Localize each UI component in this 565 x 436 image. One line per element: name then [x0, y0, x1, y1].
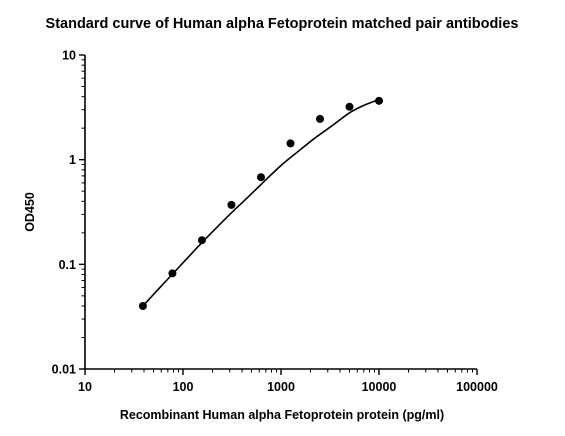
x-tick-label: 100	[173, 380, 194, 394]
data-point	[375, 96, 383, 105]
data-point	[138, 301, 147, 310]
chart-title: Standard curve of Human alpha Fetoprotei…	[46, 16, 519, 32]
data-point	[315, 114, 324, 123]
curve-layer	[142, 98, 380, 307]
axes: 10 100 1000 10000 100000 0.01 0.1 1 10	[52, 49, 498, 395]
x-tick-label: 1000	[267, 380, 295, 394]
x-tick-label: 10	[78, 380, 92, 394]
data-point	[345, 102, 354, 111]
x-axis-label: Recombinant Human alpha Fetoprotein prot…	[120, 408, 444, 422]
data-point	[227, 200, 236, 209]
x-tick-label: 100000	[456, 380, 498, 394]
data-point	[168, 269, 177, 278]
y-tick-label: 0.1	[59, 258, 76, 272]
fit-curve	[142, 98, 380, 307]
data-point	[286, 139, 295, 148]
data-point	[197, 236, 206, 245]
y-tick-label: 1	[69, 153, 76, 167]
points-layer	[138, 96, 383, 310]
y-tick-label: 10	[62, 49, 76, 63]
y-axis-label: OD450	[23, 192, 37, 232]
y-tick-label: 0.01	[52, 363, 76, 377]
data-point	[256, 173, 265, 182]
x-tick-label: 10000	[362, 380, 397, 394]
